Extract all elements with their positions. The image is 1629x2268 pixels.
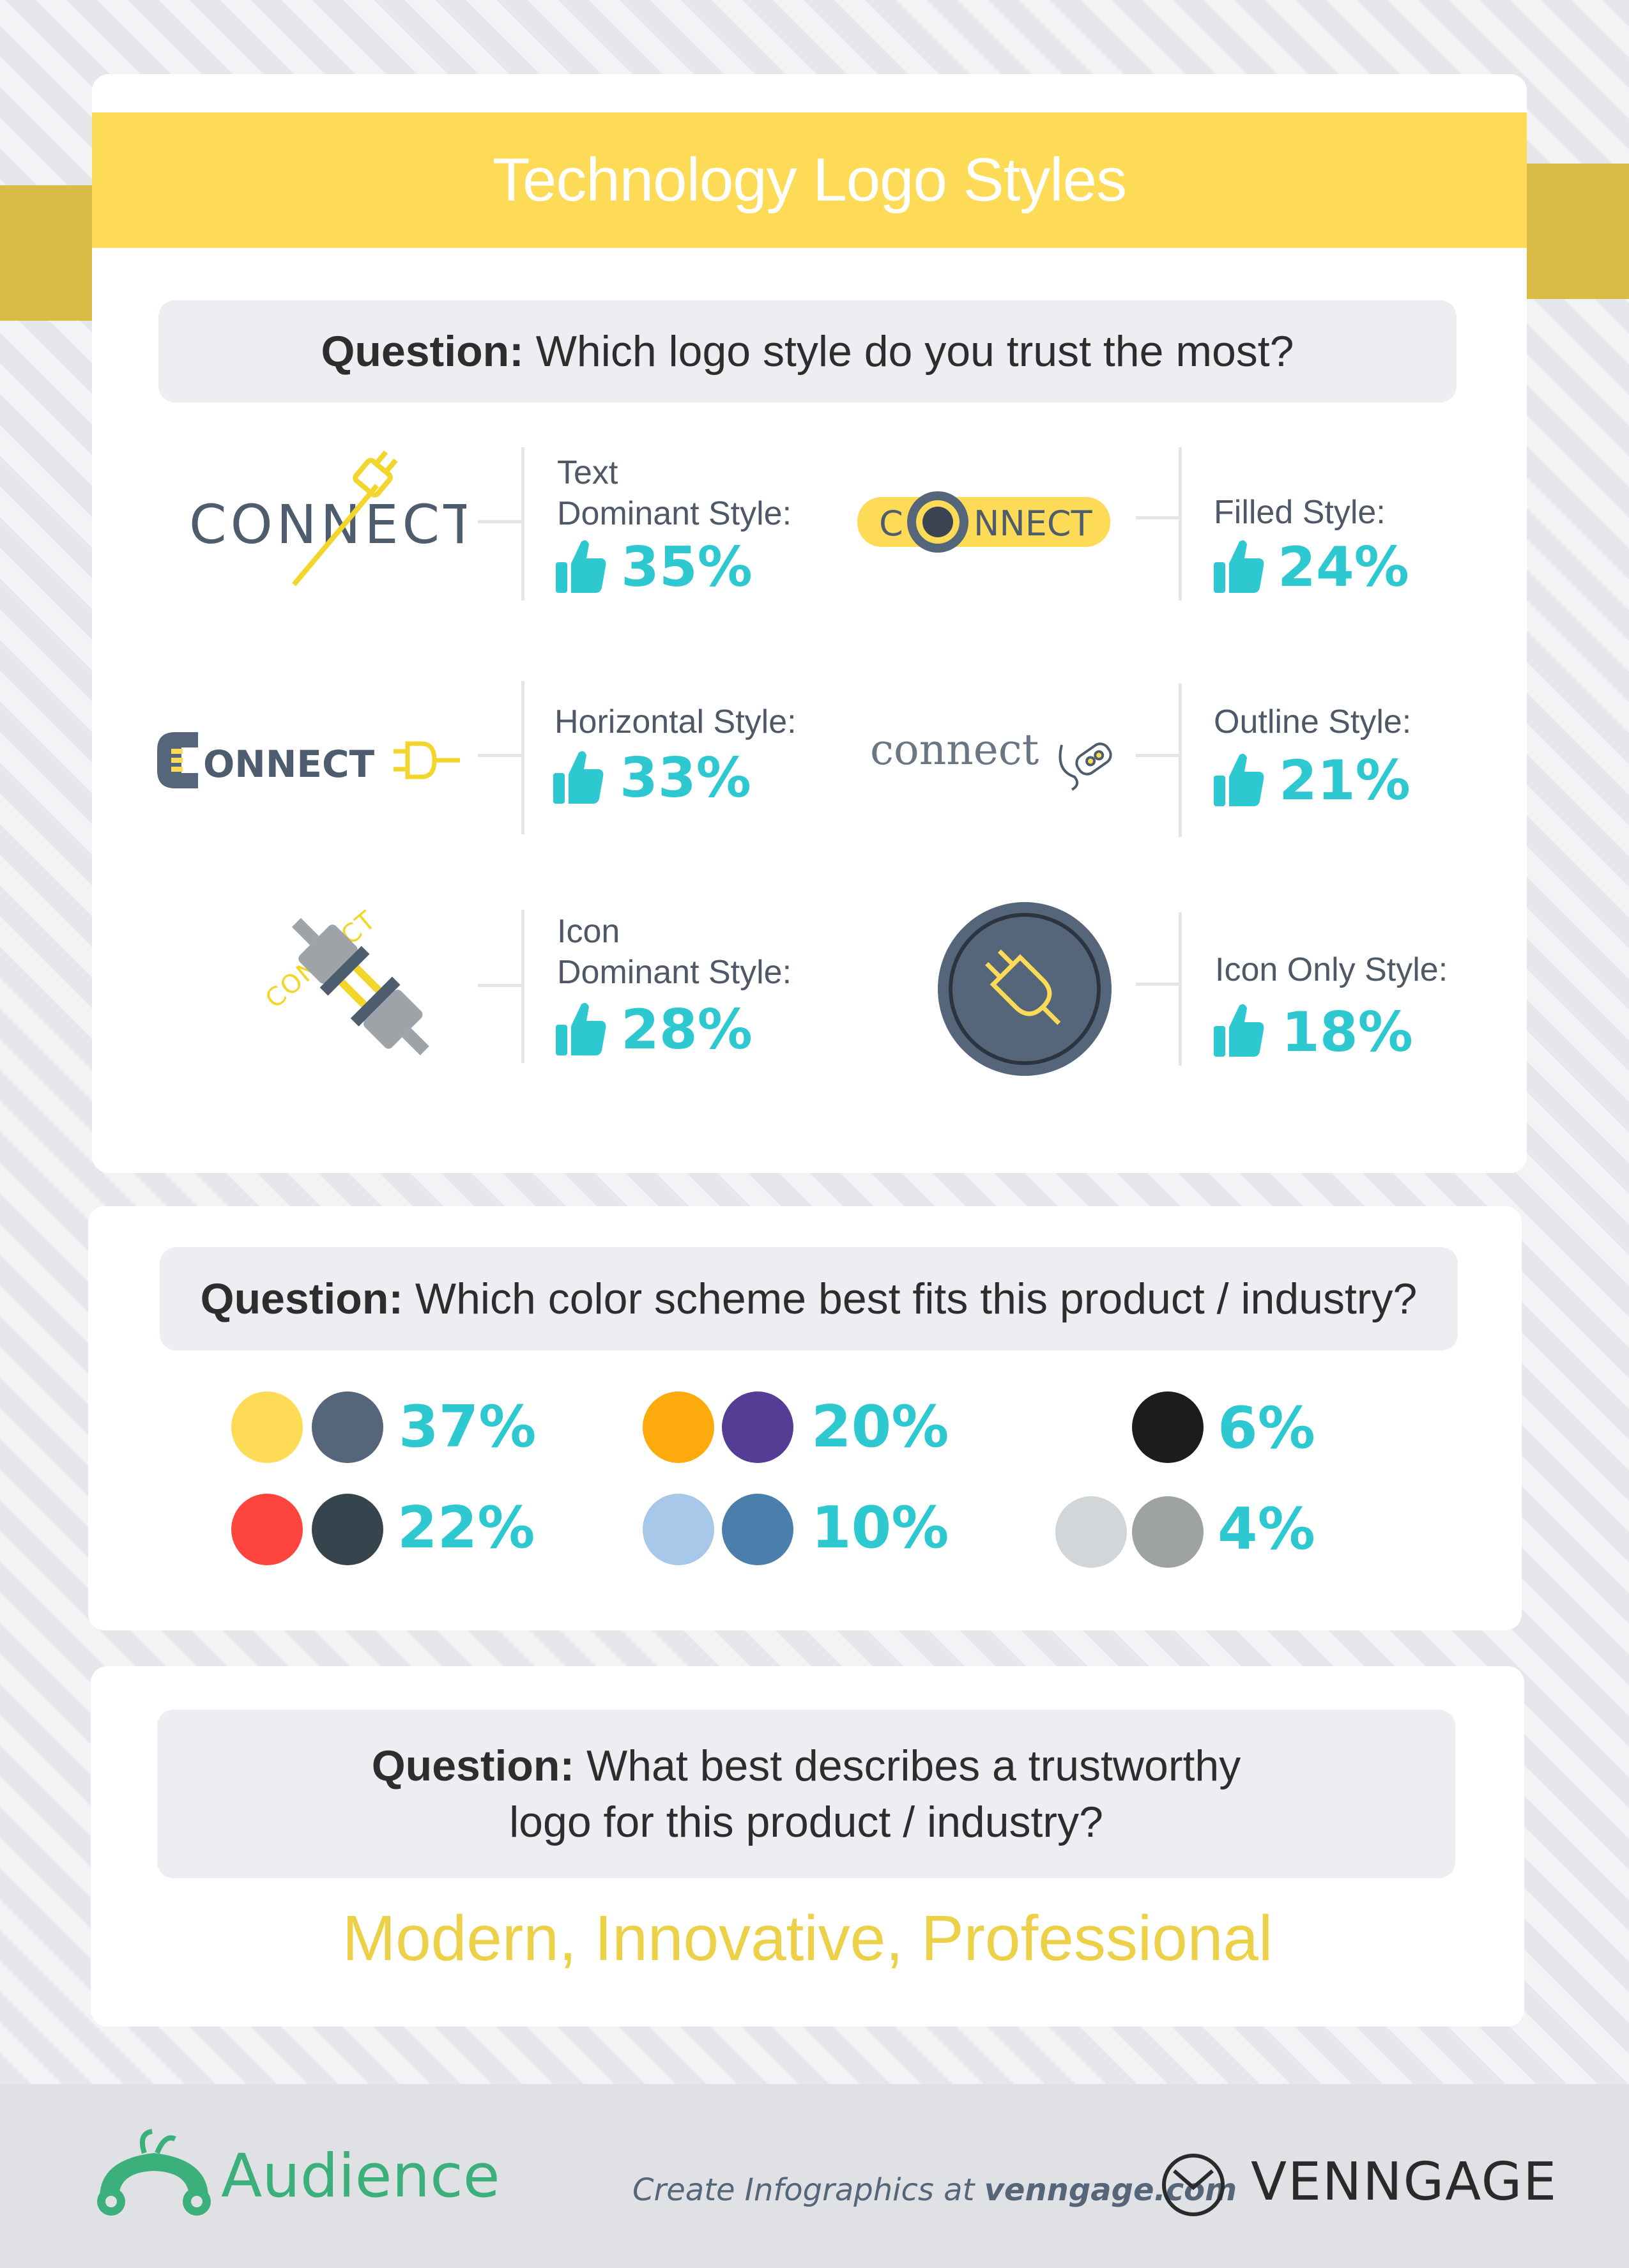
style-label-filled: Filled Style: — [1214, 494, 1386, 531]
percent-outline: 21% — [1279, 749, 1411, 813]
connector-line — [1136, 516, 1181, 519]
logo-icon-only — [938, 902, 1112, 1076]
logo-icon-dominant: CONNECT — [262, 905, 429, 1055]
scheme-percent-10: 10% — [811, 1494, 949, 1561]
divider-line — [521, 681, 524, 834]
venngage-cta-site[interactable]: venngage.com — [984, 2172, 1237, 2208]
venngage-cta-prefix: Create Infographics at — [632, 2172, 984, 2208]
style-label-outline: Outline Style: — [1214, 703, 1412, 740]
connector-line — [478, 984, 523, 987]
color-swatch-black — [1132, 1391, 1204, 1463]
logo-outline-wordmark: connect — [870, 725, 1039, 774]
color-swatch-light-gray — [1055, 1496, 1127, 1568]
trustworthy-answer: Modern, Innovative, Professional — [342, 1903, 1273, 1974]
style-label-line1: Icon — [557, 913, 620, 950]
color-swatch-yellow — [231, 1391, 303, 1463]
thumbs-up-icon — [553, 751, 604, 804]
connector-line — [478, 520, 523, 523]
question-3-line2: logo for this product / industry? — [509, 1798, 1103, 1846]
style-label-line1: Text — [557, 454, 618, 491]
color-swatch-slate — [312, 1391, 383, 1463]
question-2-label: Question: — [200, 1275, 403, 1323]
question-3-label: Question: — [371, 1742, 575, 1790]
audience-logo-icon — [97, 2129, 211, 2216]
svg-text:NNECT: NNECT — [974, 503, 1093, 544]
color-swatch-purple — [722, 1391, 793, 1463]
color-swatch-red — [231, 1494, 303, 1565]
question-1-text: Which logo style do you trust the most? — [535, 327, 1294, 376]
thumbs-up-icon — [556, 1002, 606, 1055]
percent-filled: 24% — [1278, 535, 1409, 599]
logo-text-dominant: CONNECT — [189, 450, 466, 586]
question-1-label: Question: — [321, 327, 524, 376]
divider-line — [1179, 912, 1182, 1066]
style-label-line2: Dominant Style: — [557, 954, 792, 991]
thumbs-up-icon — [1214, 540, 1264, 593]
color-swatch-gray — [1132, 1496, 1204, 1568]
percent-horizontal: 33% — [620, 746, 751, 810]
svg-text:C: C — [879, 503, 903, 544]
venngage-cta[interactable]: Create Infographics at venngage.com — [632, 2171, 1237, 2209]
style-label-text-dominant: Text Dominant Style: — [557, 452, 792, 534]
right-accent-band — [1527, 164, 1629, 299]
logo-horizontal: ONNECT — [157, 732, 460, 788]
thumbs-up-icon — [556, 540, 606, 593]
percent-icon-only: 18% — [1281, 1000, 1413, 1064]
logo-outline: connect — [870, 725, 1112, 791]
thumbs-up-icon — [1214, 753, 1264, 806]
question-2-text: Which color scheme best fits this produc… — [415, 1275, 1418, 1323]
divider-line — [521, 447, 524, 601]
color-swatch-dark-slate — [312, 1494, 383, 1565]
svg-text:ONNECT: ONNECT — [203, 742, 375, 786]
venngage-wordmark: VENNGAGE — [1251, 2152, 1558, 2212]
style-label-icon-dominant: Icon Dominant Style: — [557, 911, 792, 993]
color-swatch-steel-blue — [722, 1494, 793, 1565]
logo-filled: C NNECT — [857, 491, 1110, 553]
thumbs-up-icon — [1214, 1004, 1264, 1057]
audience-brand: Audience — [221, 2142, 500, 2211]
style-label-horizontal: Horizontal Style: — [554, 703, 797, 740]
scheme-percent-4: 4% — [1218, 1496, 1315, 1563]
question-2-box: Question: Which color scheme best fits t… — [160, 1247, 1458, 1351]
style-label-line2: Dominant Style: — [557, 495, 792, 532]
title-banner: Technology Logo Styles — [92, 112, 1527, 248]
connector-line — [478, 754, 523, 757]
style-label-icon-only: Icon Only Style: — [1215, 951, 1448, 988]
connector-line — [1136, 754, 1181, 757]
divider-line — [1179, 684, 1182, 837]
scheme-percent-37: 37% — [399, 1393, 537, 1460]
scheme-percent-22: 22% — [397, 1494, 535, 1561]
divider-line — [1179, 447, 1182, 601]
question-3-line1: What best describes a trustworthy — [586, 1742, 1241, 1790]
left-accent-band — [0, 185, 96, 321]
connector-line — [1136, 983, 1181, 986]
venngage-logo-icon — [1162, 2154, 1225, 2216]
scheme-percent-6: 6% — [1218, 1395, 1315, 1462]
question-1-box: Question: Which logo style do you trust … — [158, 300, 1457, 402]
footer — [0, 2084, 1629, 2268]
question-3-box: Question: What best describes a trustwor… — [157, 1710, 1455, 1878]
percent-icon-dominant: 28% — [621, 998, 753, 1062]
divider-line — [521, 910, 524, 1063]
color-swatch-orange — [643, 1391, 714, 1463]
percent-text-dominant: 35% — [621, 535, 753, 599]
page-title: Technology Logo Styles — [493, 146, 1127, 214]
scheme-percent-20: 20% — [811, 1393, 949, 1460]
color-swatch-light-blue — [643, 1494, 714, 1565]
